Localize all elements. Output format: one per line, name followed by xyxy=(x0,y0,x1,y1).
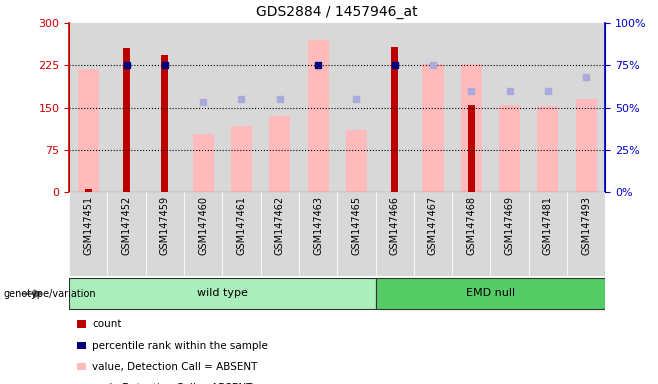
Bar xyxy=(576,99,597,192)
Text: GSM147466: GSM147466 xyxy=(390,196,399,255)
Bar xyxy=(307,40,328,192)
Bar xyxy=(538,106,559,192)
FancyBboxPatch shape xyxy=(529,192,567,276)
Text: value, Detection Call = ABSENT: value, Detection Call = ABSENT xyxy=(92,362,257,372)
Bar xyxy=(85,189,91,192)
Text: count: count xyxy=(92,319,122,329)
Bar xyxy=(184,23,222,192)
FancyBboxPatch shape xyxy=(184,192,222,276)
FancyBboxPatch shape xyxy=(376,192,414,276)
FancyBboxPatch shape xyxy=(299,192,337,276)
Text: GSM147452: GSM147452 xyxy=(122,196,132,255)
FancyBboxPatch shape xyxy=(261,192,299,276)
Text: rank, Detection Call = ABSENT: rank, Detection Call = ABSENT xyxy=(92,383,253,384)
Bar xyxy=(468,105,474,192)
FancyBboxPatch shape xyxy=(145,192,184,276)
Text: GSM147468: GSM147468 xyxy=(467,196,476,255)
Bar xyxy=(299,23,337,192)
Bar xyxy=(337,23,376,192)
Bar xyxy=(567,23,605,192)
Bar xyxy=(222,23,261,192)
Bar xyxy=(145,23,184,192)
Bar xyxy=(414,23,452,192)
Text: GSM147481: GSM147481 xyxy=(543,196,553,255)
FancyBboxPatch shape xyxy=(452,192,490,276)
Bar xyxy=(77,320,86,328)
Bar xyxy=(422,64,443,192)
Text: GSM147451: GSM147451 xyxy=(84,196,93,255)
Text: GSM147465: GSM147465 xyxy=(351,196,361,255)
FancyBboxPatch shape xyxy=(414,192,452,276)
Bar xyxy=(161,55,168,192)
Bar xyxy=(261,23,299,192)
Text: EMD null: EMD null xyxy=(466,288,515,298)
Text: percentile rank within the sample: percentile rank within the sample xyxy=(92,341,268,351)
Title: GDS2884 / 1457946_at: GDS2884 / 1457946_at xyxy=(257,5,418,19)
Bar xyxy=(392,47,398,192)
FancyBboxPatch shape xyxy=(567,192,605,276)
Text: GSM147459: GSM147459 xyxy=(160,196,170,255)
Text: GSM147461: GSM147461 xyxy=(236,196,247,255)
Bar xyxy=(269,116,290,192)
Bar xyxy=(77,362,86,370)
Text: genotype/variation: genotype/variation xyxy=(3,289,96,299)
Bar xyxy=(529,23,567,192)
FancyBboxPatch shape xyxy=(337,192,376,276)
Text: wild type: wild type xyxy=(197,288,248,298)
FancyBboxPatch shape xyxy=(376,278,605,310)
FancyBboxPatch shape xyxy=(490,192,529,276)
Bar xyxy=(69,23,107,192)
Bar xyxy=(376,23,414,192)
FancyBboxPatch shape xyxy=(69,278,376,310)
Bar xyxy=(193,134,214,192)
FancyBboxPatch shape xyxy=(107,192,145,276)
Text: GSM147467: GSM147467 xyxy=(428,196,438,255)
Bar xyxy=(231,126,252,192)
Text: GSM147463: GSM147463 xyxy=(313,196,323,255)
Text: GSM147469: GSM147469 xyxy=(505,196,515,255)
Text: GSM147493: GSM147493 xyxy=(581,196,591,255)
Bar xyxy=(78,69,99,192)
Bar xyxy=(499,105,520,192)
Bar xyxy=(346,130,367,192)
Bar xyxy=(77,342,86,349)
Text: GSM147462: GSM147462 xyxy=(275,196,285,255)
FancyBboxPatch shape xyxy=(69,192,107,276)
Bar xyxy=(107,23,145,192)
FancyBboxPatch shape xyxy=(222,192,261,276)
Bar xyxy=(452,23,490,192)
Text: GSM147460: GSM147460 xyxy=(198,196,208,255)
Bar xyxy=(490,23,529,192)
Bar xyxy=(123,48,130,192)
Bar xyxy=(461,64,482,192)
